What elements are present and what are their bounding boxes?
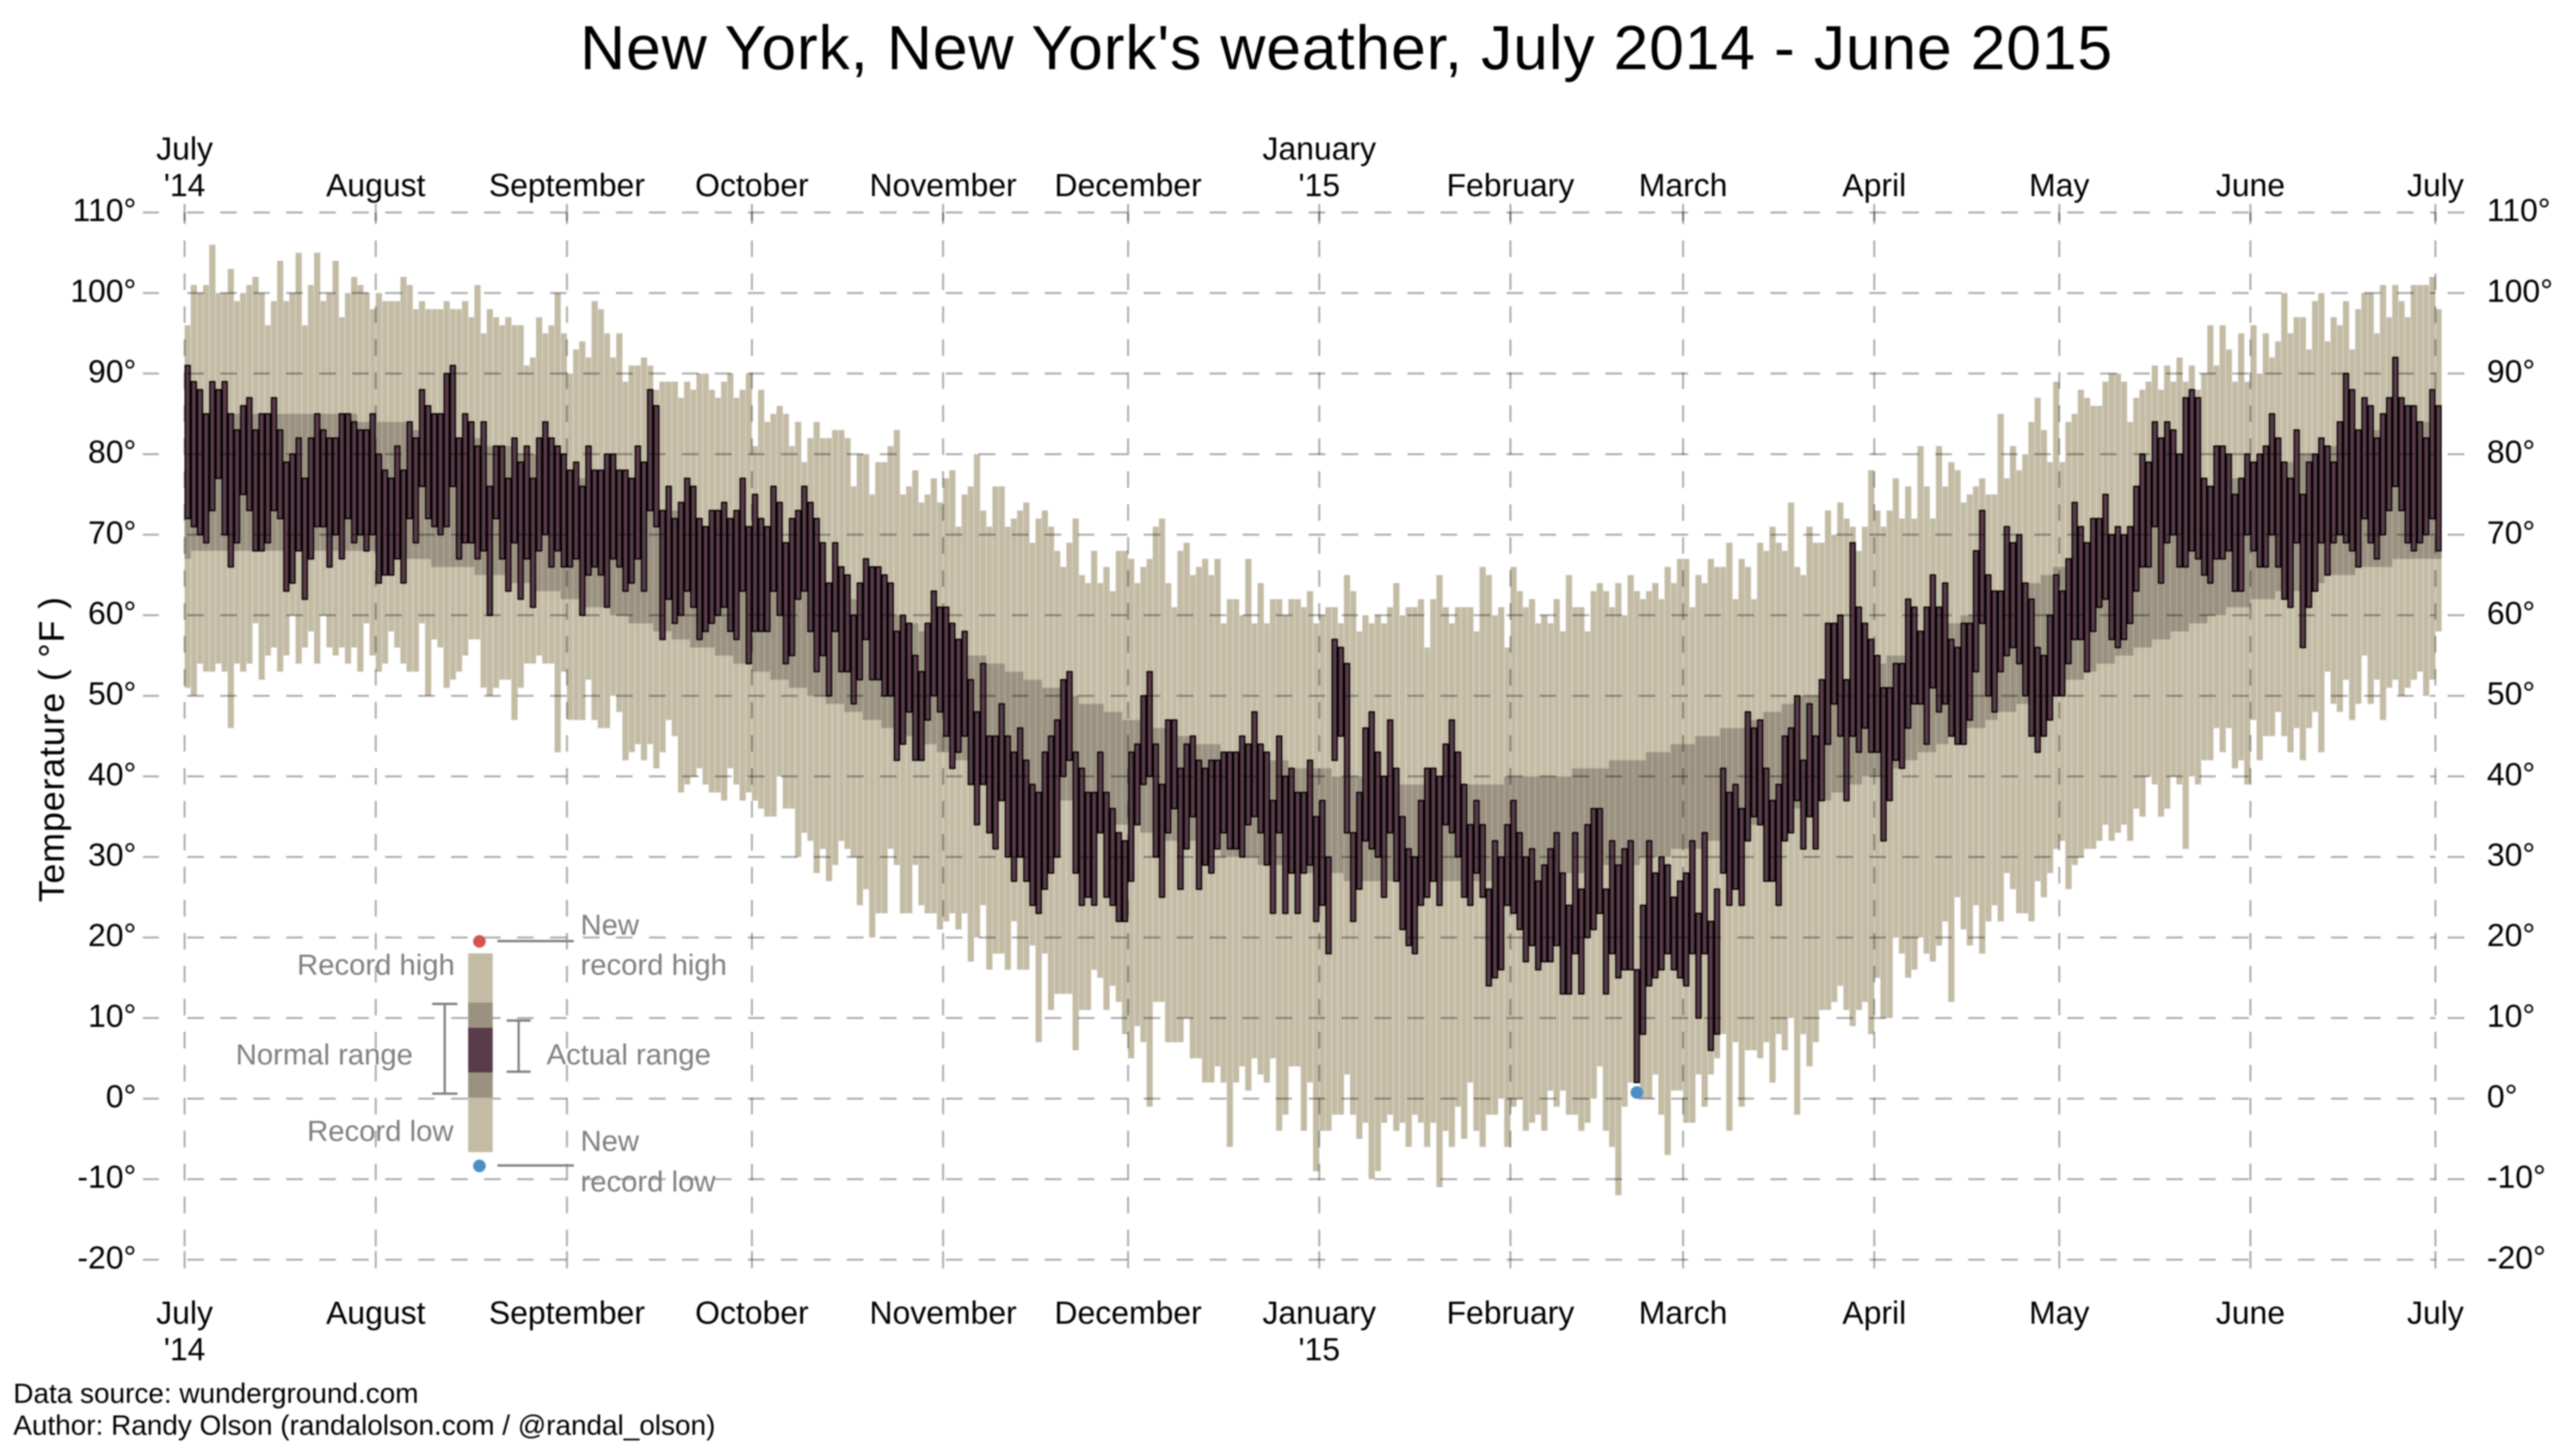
svg-text:New York, New York's weather,: New York, New York's weather, July 2014 … xyxy=(580,13,2113,82)
svg-text:August: August xyxy=(326,168,425,203)
svg-text:80°: 80° xyxy=(88,435,136,470)
svg-text:50°: 50° xyxy=(2487,677,2535,712)
svg-text:September: September xyxy=(489,168,645,203)
svg-text:New: New xyxy=(580,1125,639,1157)
svg-text:60°: 60° xyxy=(88,596,136,631)
svg-text:30°: 30° xyxy=(2487,838,2535,873)
svg-text:50°: 50° xyxy=(88,677,136,712)
svg-text:November: November xyxy=(870,1296,1017,1331)
svg-text:40°: 40° xyxy=(88,757,136,792)
svg-text:'15: '15 xyxy=(1299,1332,1341,1368)
svg-text:10°: 10° xyxy=(88,999,136,1034)
svg-text:80°: 80° xyxy=(2487,435,2535,470)
svg-text:January: January xyxy=(1263,1296,1376,1331)
svg-text:10°: 10° xyxy=(2487,999,2535,1034)
svg-text:April: April xyxy=(1843,1296,1906,1331)
svg-text:100°: 100° xyxy=(70,274,136,309)
svg-text:July: July xyxy=(156,132,213,167)
svg-text:'14: '14 xyxy=(164,168,205,203)
svg-text:February: February xyxy=(1446,168,1574,203)
svg-text:0°: 0° xyxy=(2487,1080,2517,1115)
svg-text:December: December xyxy=(1055,1296,1202,1331)
svg-text:December: December xyxy=(1055,168,1202,203)
svg-text:110°: 110° xyxy=(2487,193,2551,229)
svg-text:October: October xyxy=(695,168,809,203)
svg-text:February: February xyxy=(1446,1296,1574,1331)
svg-text:90°: 90° xyxy=(2487,354,2535,390)
svg-text:July: July xyxy=(2407,1296,2464,1331)
svg-text:Normal range: Normal range xyxy=(235,1038,413,1071)
svg-text:90°: 90° xyxy=(88,354,136,390)
svg-text:'15: '15 xyxy=(1299,168,1341,203)
svg-text:0°: 0° xyxy=(106,1080,136,1115)
svg-text:Record low: Record low xyxy=(307,1115,453,1148)
svg-text:Actual range: Actual range xyxy=(547,1038,711,1071)
svg-text:May: May xyxy=(2029,168,2090,203)
svg-text:September: September xyxy=(489,1296,645,1331)
svg-text:March: March xyxy=(1639,168,1728,203)
svg-text:Temperature ( °F ): Temperature ( °F ) xyxy=(32,596,72,902)
svg-text:July: July xyxy=(156,1296,213,1331)
svg-text:100°: 100° xyxy=(2487,274,2553,309)
svg-text:March: March xyxy=(1639,1296,1728,1331)
svg-text:August: August xyxy=(326,1296,425,1331)
svg-text:20°: 20° xyxy=(88,918,136,953)
svg-text:record high: record high xyxy=(580,949,727,981)
svg-text:20°: 20° xyxy=(2487,918,2535,953)
svg-text:Record high: Record high xyxy=(297,949,455,981)
svg-text:'14: '14 xyxy=(164,1332,205,1368)
svg-text:New: New xyxy=(580,909,639,941)
svg-text:-10°: -10° xyxy=(2487,1160,2546,1195)
svg-text:-20°: -20° xyxy=(2487,1241,2546,1276)
svg-text:April: April xyxy=(1843,168,1906,203)
svg-text:Data source: wunderground.com: Data source: wunderground.com xyxy=(13,1378,418,1409)
svg-text:110°: 110° xyxy=(72,193,136,229)
svg-text:-20°: -20° xyxy=(77,1241,136,1276)
svg-text:October: October xyxy=(695,1296,809,1331)
svg-text:November: November xyxy=(870,168,1017,203)
svg-text:July: July xyxy=(2407,168,2464,203)
svg-text:Author: Randy Olson (randalols: Author: Randy Olson (randalolson.com / @… xyxy=(13,1409,715,1441)
svg-text:June: June xyxy=(2216,1296,2285,1331)
svg-text:May: May xyxy=(2029,1296,2090,1331)
svg-text:70°: 70° xyxy=(2487,515,2535,550)
svg-text:record low: record low xyxy=(580,1165,715,1198)
svg-text:-10°: -10° xyxy=(77,1160,136,1195)
svg-text:January: January xyxy=(1263,132,1376,167)
svg-text:40°: 40° xyxy=(2487,757,2535,792)
svg-text:30°: 30° xyxy=(88,838,136,873)
svg-text:June: June xyxy=(2216,168,2285,203)
svg-text:70°: 70° xyxy=(88,515,136,550)
svg-text:60°: 60° xyxy=(2487,596,2535,631)
